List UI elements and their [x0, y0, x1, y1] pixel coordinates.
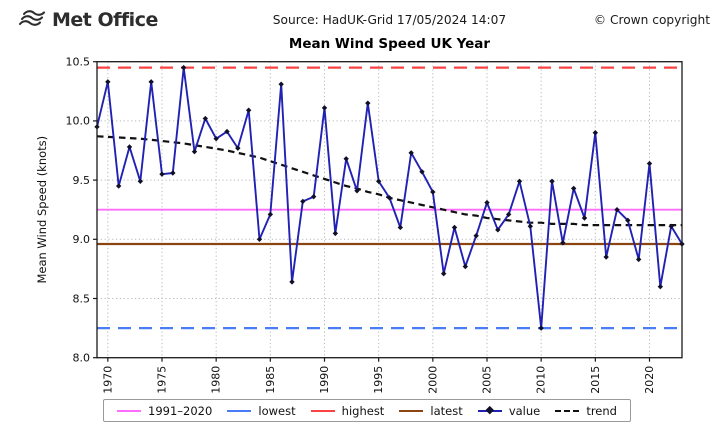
legend-item-1991-2020: 1991–2020: [117, 404, 212, 418]
svg-text:2020: 2020: [643, 366, 656, 394]
svg-text:1975: 1975: [156, 366, 169, 394]
met-office-wave-icon: [18, 10, 46, 26]
legend-item-highest: highest: [310, 403, 385, 418]
source-caption: Source: HadUK-Grid 17/05/2024 14:07: [272, 13, 507, 27]
met-office-logo: Met Office: [18, 9, 158, 31]
value-markers: [94, 64, 685, 331]
svg-text:10.0: 10.0: [66, 115, 91, 128]
legend-label-1991-2020: 1991–2020: [148, 403, 213, 418]
svg-text:2010: 2010: [535, 366, 548, 394]
chart-legend: 1991–2020 lowest highest latest value tr…: [103, 399, 631, 422]
svg-text:1980: 1980: [210, 366, 223, 394]
y-tick-labels: 8.0 8.5 9.0 9.5 10.0 10.5: [66, 56, 91, 365]
svg-text:1985: 1985: [264, 366, 277, 394]
axis-ticks: [93, 61, 651, 362]
svg-text:1970: 1970: [101, 366, 114, 394]
legend-label-highest: highest: [341, 403, 385, 418]
svg-text:10.5: 10.5: [66, 56, 91, 69]
svg-text:1990: 1990: [318, 366, 331, 394]
legend-label-value: value: [508, 403, 541, 418]
svg-text:2015: 2015: [589, 366, 602, 394]
svg-text:2005: 2005: [481, 366, 494, 394]
trend-line: [96, 135, 682, 227]
legend-item-value: value: [477, 403, 541, 418]
y-axis-label: Mean Wind Speed (knots): [35, 136, 49, 284]
svg-text:9.5: 9.5: [73, 174, 91, 187]
svg-text:8.5: 8.5: [73, 292, 91, 305]
legend-item-latest: latest: [399, 403, 463, 418]
svg-text:1995: 1995: [372, 366, 385, 394]
diamond-marker-icon: [485, 405, 494, 414]
svg-text:2000: 2000: [426, 366, 439, 394]
legend-item-trend: trend: [555, 404, 617, 418]
x-tick-labels: 1970 1975 1980 1985 1990 1995 2000 2005 2010 2015…: [101, 366, 656, 394]
wind-speed-chart: 1970 1975 1980 1985 1990 1995 2000 2005 2010 2015…: [35, 56, 685, 394]
chart-title: Mean Wind Speed UK Year: [288, 36, 491, 52]
copyright-caption: © Crown copyright: [593, 13, 710, 27]
legend-label-trend: trend: [586, 403, 617, 418]
svg-text:9.0: 9.0: [73, 233, 91, 246]
legend-label-lowest: lowest: [258, 403, 296, 418]
plot-frame: [96, 61, 683, 359]
met-office-logo-text: Met Office: [52, 9, 158, 31]
legend-label-latest: latest: [430, 403, 463, 418]
svg-text:8.0: 8.0: [73, 352, 91, 365]
legend-item-lowest: lowest: [227, 403, 296, 418]
